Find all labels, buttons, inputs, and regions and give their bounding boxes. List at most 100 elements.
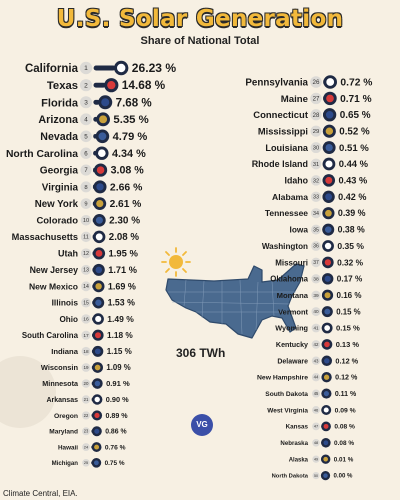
rank-number: 48 — [314, 441, 318, 445]
state-label: Nebraska — [280, 440, 308, 447]
value-label: 0.09 % — [335, 407, 356, 414]
bar-row: North Carolina 6 4.34 % — [6, 146, 146, 160]
rank-badge — [311, 274, 321, 284]
bar-row: Maryland 23 0.86 % — [49, 426, 127, 437]
state-flag-inner — [94, 412, 100, 419]
state-label: Kentucky — [276, 341, 308, 349]
state-label: Missouri — [275, 258, 308, 267]
rank-number: 1 — [84, 65, 88, 72]
bar-row: Minnesota 20 0.91 % — [42, 378, 130, 389]
state-label: Tennessee — [265, 208, 308, 218]
value-label: 0.72 % — [340, 78, 372, 89]
rank-badge — [81, 363, 91, 372]
bar-row: Alabama 33 0.42 % — [272, 190, 366, 203]
rank-badge — [311, 224, 321, 235]
value-label: 0.39 % — [338, 208, 366, 218]
rank-number: 32 — [313, 178, 319, 184]
bar-row: Ohio 16 1.49 % — [59, 313, 134, 325]
rank-number: 4 — [84, 116, 88, 123]
state-label: Washington — [262, 242, 308, 251]
rank-number: 27 — [313, 95, 320, 102]
state-flag-inner — [94, 348, 101, 355]
rank-badge — [310, 208, 322, 219]
bar-row: Vermont 40 0.15 % — [278, 306, 361, 318]
state-flag-inner — [117, 63, 126, 73]
bar-row: New Hampshire 44 0.12 % — [257, 372, 358, 383]
rank-number: 3 — [84, 99, 88, 106]
bar-row: Massachusetts 11 2.08 % — [12, 230, 140, 243]
value-label: 0.75 % — [105, 460, 125, 467]
rank-badge — [311, 356, 321, 366]
rank-number: 35 — [313, 227, 319, 233]
bar-row: Colorado 10 2.30 % — [36, 213, 140, 227]
bar-row: Alaska 49 0.01 % — [289, 454, 354, 464]
state-flag-inner — [95, 332, 101, 339]
state-label: South Carolina — [22, 331, 79, 340]
state-flag-inner — [95, 233, 103, 241]
value-label: 5.35 % — [113, 114, 148, 126]
state-flag-inner — [96, 166, 105, 174]
value-label: 0.76 % — [105, 444, 126, 451]
rank-badge — [312, 439, 320, 447]
state-label: Illinois — [52, 298, 79, 308]
rank-number: 8 — [84, 185, 88, 191]
rank-number: 18 — [83, 349, 89, 354]
state-label: Michigan — [52, 460, 79, 467]
value-label: 0.71 % — [340, 94, 371, 105]
value-label: 0.17 % — [337, 275, 363, 284]
state-label: Arizona — [38, 114, 79, 126]
value-label: 0.32 % — [337, 257, 364, 267]
bar-row: Kansas 47 0.08 % — [286, 421, 355, 432]
rank-number: 39 — [313, 293, 319, 299]
state-label: Connecticut — [253, 110, 309, 121]
value-label: 14.68 % — [122, 78, 166, 92]
rank-number: 24 — [84, 444, 89, 449]
rank-badge — [79, 61, 93, 75]
state-label: Wisconsin — [41, 363, 79, 372]
bar-row: West Virginia 46 0.09 % — [267, 405, 356, 415]
rank-badge — [311, 323, 321, 333]
rank-number: 11 — [83, 235, 89, 241]
rank-number: 17 — [83, 333, 89, 339]
bar-row: Maine 27 0.71 % — [281, 91, 372, 106]
rank-number: 21 — [84, 397, 89, 402]
rank-badge — [80, 147, 92, 159]
rank-number: 40 — [313, 309, 319, 314]
rank-number: 38 — [313, 276, 319, 282]
bar-row: Rhode Island 31 0.44 % — [252, 157, 369, 171]
state-flag-inner — [324, 292, 331, 299]
state-label: Nevada — [40, 131, 78, 143]
bar-row: Tennessee 34 0.39 % — [265, 207, 366, 220]
value-label: 0.91 % — [106, 379, 130, 388]
value-label: 2.08 % — [109, 232, 140, 243]
rank-badge — [79, 79, 93, 92]
rank-badge — [80, 214, 92, 226]
value-label: 1.53 % — [108, 298, 135, 308]
state-flag-inner — [323, 423, 329, 429]
value-label: 0.65 % — [340, 110, 371, 121]
value-label: 2.30 % — [109, 216, 140, 227]
bar-row: Arkansas 21 0.90 % — [46, 394, 129, 405]
rank-badge — [312, 422, 320, 431]
state-label: Idaho — [285, 176, 309, 186]
value-label: 2.66 % — [110, 182, 142, 193]
rank-number: 6 — [84, 150, 88, 157]
rank-badge — [310, 191, 322, 202]
state-label: Virginia — [42, 182, 79, 193]
state-label: Iowa — [290, 225, 309, 235]
value-label: 0.86 % — [105, 429, 126, 436]
rank-badge — [81, 411, 91, 420]
state-label: Rhode Island — [252, 159, 308, 169]
state-flag-inner — [324, 242, 332, 250]
state-label: Vermont — [278, 307, 308, 316]
bar-row: Nebraska 48 0.08 % — [280, 438, 354, 448]
state-flag-inner — [324, 259, 332, 266]
state-flag-inner — [326, 94, 334, 103]
rank-number: 10 — [83, 218, 89, 224]
state-flag-inner — [324, 308, 331, 315]
value-label: 1.15 % — [107, 347, 132, 356]
rank-number: 45 — [314, 391, 319, 396]
source-note: Climate Central, EIA. — [3, 489, 78, 498]
bar-row: New Mexico 14 1.69 % — [29, 280, 136, 293]
rank-badge — [80, 248, 92, 259]
